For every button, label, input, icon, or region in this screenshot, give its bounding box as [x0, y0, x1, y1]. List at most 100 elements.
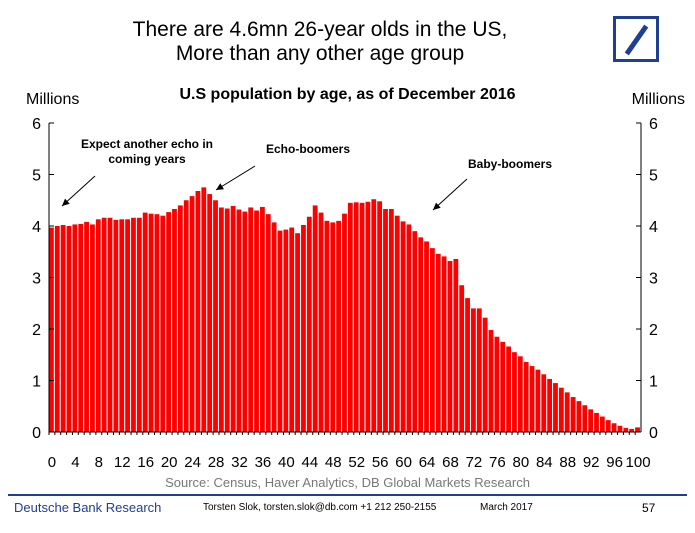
- x-tick-label: 4: [71, 454, 79, 471]
- annotation-arrowhead: [62, 198, 70, 206]
- bar-age-13: [125, 219, 131, 432]
- y-tick-label-left: 1: [32, 374, 41, 391]
- x-tick-label: 92: [583, 454, 600, 471]
- x-tick-label: 28: [208, 454, 225, 471]
- bar-age-79: [512, 352, 517, 432]
- headline-line-2: More than any other age group: [175, 42, 465, 65]
- x-tick-label: 12: [114, 454, 131, 471]
- bar-age-3: [66, 226, 72, 432]
- annotation-arrowhead: [216, 183, 224, 190]
- y-tick-label-right: 6: [649, 116, 658, 133]
- annotation-text: Baby-boomers: [468, 157, 552, 171]
- bar-age-60: [400, 221, 406, 432]
- source-note: Source: Census, Haver Analytics, DB Glob…: [165, 475, 530, 490]
- y-tick-label-left: 5: [32, 168, 41, 185]
- bar-age-66: [435, 253, 441, 432]
- bar-age-95: [605, 420, 611, 432]
- bar-age-8: [95, 219, 101, 432]
- y-tick-label-left: 6: [32, 116, 41, 133]
- y-tick-label-right: 5: [649, 168, 658, 185]
- bar-age-64: [424, 241, 429, 432]
- bar-age-61: [406, 224, 412, 432]
- bar-age-35: [254, 210, 259, 432]
- bar-age-91: [582, 405, 588, 432]
- bar-age-65: [429, 248, 435, 432]
- page-number: 57: [642, 501, 656, 515]
- bar-age-94: [599, 416, 605, 432]
- x-tick-label: 84: [536, 454, 553, 471]
- bar-age-63: [418, 237, 424, 432]
- bar-age-78: [506, 346, 511, 432]
- bar-age-42: [295, 233, 300, 432]
- bar-age-98: [623, 427, 629, 432]
- x-tick-label: 20: [161, 454, 178, 471]
- bar-age-62: [412, 231, 418, 432]
- headline-line-1: There are 4.6mn 26-year olds in the US,: [132, 18, 508, 41]
- bar-age-70: [459, 285, 465, 432]
- x-tick-label: 64: [419, 454, 436, 471]
- bar-age-45: [312, 205, 318, 432]
- y-tick-label-left: 4: [32, 219, 41, 236]
- footer-date: March 2017: [480, 502, 533, 513]
- bar-age-10: [107, 217, 113, 432]
- bar-age-99: [629, 428, 635, 432]
- headline: There are 4.6mn 26-year olds in the US, …: [60, 18, 580, 66]
- bar-age-25: [195, 190, 201, 432]
- bar-age-27: [207, 194, 213, 432]
- x-tick-label: 72: [466, 454, 483, 471]
- bar-age-68: [447, 261, 453, 432]
- bar-age-76: [494, 336, 500, 432]
- bar-age-82: [529, 366, 535, 432]
- bar-age-15: [136, 217, 142, 432]
- bar-age-40: [283, 229, 289, 432]
- annotation-text: Expect another echo in coming years: [81, 137, 213, 166]
- x-tick-label: 8: [95, 454, 103, 471]
- bar-age-67: [441, 256, 447, 432]
- y-tick-label-right: 1: [649, 374, 658, 391]
- annotation-line: coming years: [108, 152, 186, 166]
- x-tick-label: 76: [489, 454, 506, 471]
- bar-age-59: [394, 215, 400, 432]
- bar-age-34: [248, 207, 254, 432]
- bar-age-97: [617, 425, 623, 432]
- y-axis-label-right: Millions: [631, 91, 685, 108]
- chart-title: U.S population by age, as of December 20…: [179, 86, 516, 103]
- bar-age-46: [318, 212, 324, 432]
- annotation-line: Echo-boomers: [266, 142, 350, 156]
- bar-age-86: [553, 383, 558, 432]
- bar-age-19: [160, 215, 166, 432]
- bar-age-39: [277, 230, 283, 432]
- bar-age-44: [306, 216, 312, 432]
- bar-age-6: [84, 221, 89, 432]
- bar-age-51: [347, 202, 353, 432]
- bar-age-58: [388, 209, 394, 432]
- bar-age-37: [265, 214, 271, 432]
- bar-age-22: [177, 205, 183, 432]
- x-tick-label: 24: [184, 454, 201, 471]
- bar-age-83: [535, 369, 541, 432]
- bar-age-49: [336, 220, 342, 432]
- x-tick-label: 88: [559, 454, 576, 471]
- bar-age-24: [189, 196, 195, 432]
- bar-age-80: [517, 356, 523, 432]
- footer-divider: [8, 494, 687, 496]
- bar-age-12: [119, 219, 125, 432]
- annotation-arrow-line: [215, 165, 256, 191]
- annotation-line: Expect another echo in: [81, 137, 213, 151]
- bar-age-48: [330, 222, 336, 432]
- bar-age-14: [131, 217, 136, 432]
- x-tick-label: 68: [442, 454, 459, 471]
- bar-age-85: [547, 378, 553, 432]
- bar-age-26: [201, 187, 207, 433]
- footer-brand: Deutsche Bank Research: [14, 500, 162, 515]
- footer-author: Torsten Slok, torsten.slok@db.com +1 212…: [203, 502, 437, 513]
- x-tick-label: 44: [301, 454, 318, 471]
- annotation-arrow-line: [432, 178, 468, 211]
- bar-age-20: [166, 212, 172, 432]
- bar-age-90: [576, 401, 582, 432]
- bar-age-21: [172, 209, 177, 432]
- bar-age-71: [465, 298, 470, 432]
- x-tick-label: 56: [372, 454, 389, 471]
- bar-age-73: [476, 308, 482, 432]
